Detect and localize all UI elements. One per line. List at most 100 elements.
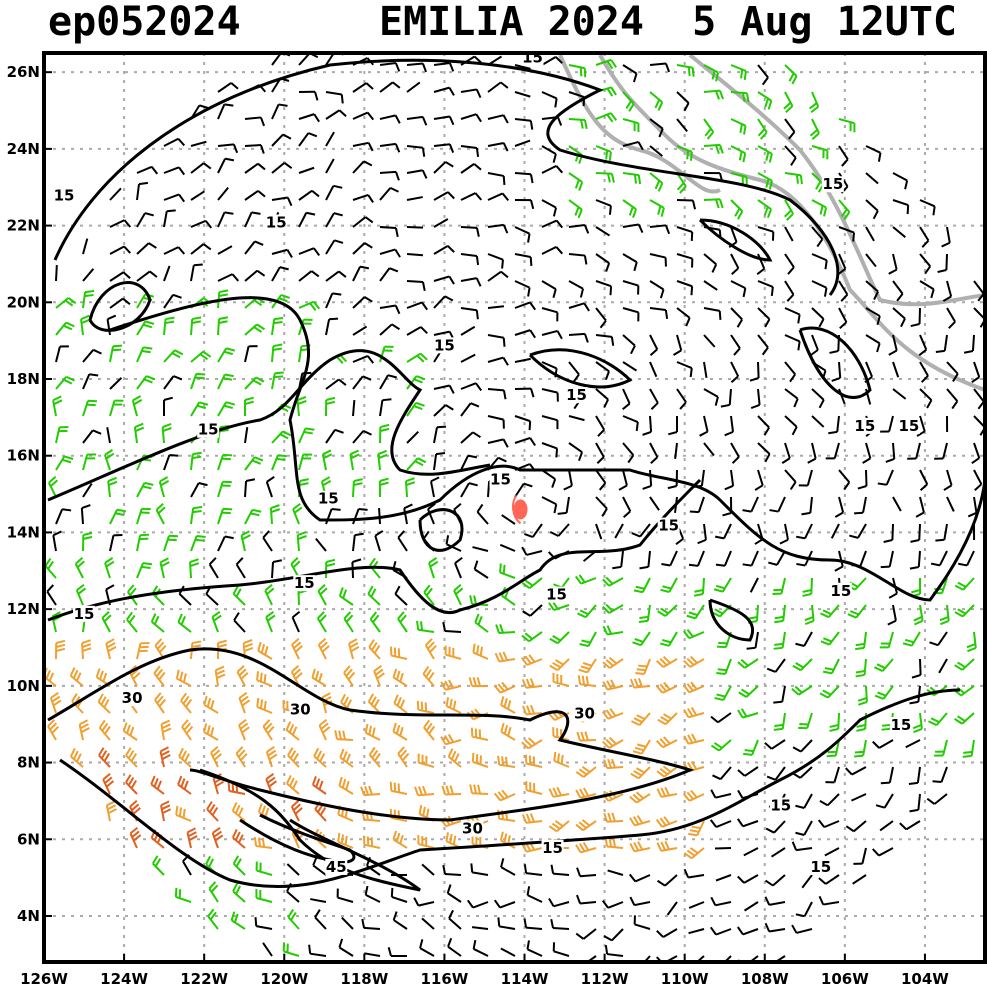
wind-barb [460, 307, 479, 320]
wind-barb [235, 746, 248, 768]
wind-barb [676, 91, 690, 112]
wind-barb [811, 280, 828, 297]
wind-barb [656, 786, 678, 798]
wind-barb [633, 577, 651, 594]
wind-barb [934, 739, 948, 757]
contour-label: 15 [657, 517, 680, 535]
wind-barb [390, 887, 408, 903]
wind-barb [715, 550, 732, 567]
wind-barb [828, 415, 840, 435]
wind-barb [69, 748, 84, 768]
wind-barb [208, 557, 219, 579]
longitude-tick-labels: 126W 124W 122W 120W 118W 116W 114W 112W 110W 108W… [20, 954, 949, 988]
wind-barb [136, 346, 153, 363]
wind-barb [845, 766, 867, 776]
wind-barb [568, 172, 584, 191]
wind-barb [838, 388, 846, 405]
wind-barb [136, 320, 155, 336]
wind-barb [737, 874, 759, 884]
contour-label: 15 [821, 175, 844, 193]
wind-barb [649, 496, 660, 511]
lon-tick-label: 110W [661, 970, 709, 988]
wind-barb [441, 785, 462, 796]
wind-barb [298, 453, 313, 471]
contour-label: 15 [317, 490, 340, 508]
wind-barb [682, 628, 705, 640]
contour-label: 15 [889, 716, 912, 734]
wind-barb [766, 658, 786, 673]
wind-barb [232, 585, 246, 606]
wind-barb [635, 658, 651, 675]
wind-barb [541, 469, 557, 488]
wind-barb [962, 739, 975, 758]
wind-barb [743, 901, 759, 912]
wind-barb [406, 352, 428, 363]
wind-barb [792, 739, 813, 753]
wind-barb [649, 442, 659, 465]
wind-barb [499, 563, 516, 579]
wind-barb [325, 396, 336, 417]
wind-barb [377, 449, 388, 471]
wind-barb [809, 118, 820, 141]
wind-barb [649, 91, 664, 111]
wind-barb [417, 753, 435, 768]
wind-barb [379, 267, 399, 282]
wind-barb [217, 82, 239, 93]
wind-barb [967, 496, 978, 518]
wind-barb [602, 679, 624, 691]
wind-barb [473, 560, 489, 579]
wind-barb [98, 747, 111, 768]
wind-barb [397, 530, 408, 552]
wind-barb [271, 317, 284, 336]
wind-barb [217, 535, 234, 552]
wind-barb [136, 533, 150, 552]
wind-barb [442, 621, 462, 633]
wind-barb [607, 869, 624, 876]
wind-barb [255, 861, 273, 876]
wind-barb [541, 145, 557, 163]
wind-barb [784, 145, 797, 166]
wind-barb [265, 610, 276, 633]
contour-15-upper [109, 296, 985, 602]
wind-barb [378, 477, 389, 498]
wind-barb [126, 611, 138, 633]
wind-barb [233, 612, 246, 633]
wind-barb [742, 496, 759, 513]
wind-barb [892, 199, 910, 215]
wind-barb [919, 253, 932, 275]
wind-barb [875, 793, 894, 809]
wind-barb [892, 172, 909, 190]
lat-tick-label: 26N [7, 63, 40, 81]
wind-barb [379, 248, 401, 258]
wind-barb [460, 431, 481, 444]
wind-barb [657, 712, 678, 726]
wind-barb [349, 449, 360, 471]
wind-barb [838, 118, 856, 133]
svg-text:15: 15 [490, 471, 511, 489]
wind-barb [389, 781, 408, 795]
wind-barb [416, 620, 435, 633]
lat-tick-label: 10N [7, 677, 40, 695]
wind-barb [460, 145, 480, 158]
wind-barb [55, 375, 75, 390]
wind-barb [595, 496, 608, 517]
wind-barb [622, 442, 635, 464]
wind-barb [460, 382, 483, 392]
wind-barb [487, 388, 507, 400]
wind-barb [82, 399, 98, 417]
wind-barb [314, 909, 327, 930]
wind-barb [368, 639, 381, 660]
wind-barb [397, 746, 410, 768]
wind-barb [109, 245, 131, 255]
wind-barb [334, 730, 354, 741]
wind-barb [80, 314, 91, 336]
wind-barb [784, 199, 794, 221]
plot-frame [42, 51, 987, 964]
wind-barb [703, 89, 724, 100]
wind-barb [453, 583, 464, 606]
wind-barb [325, 270, 347, 282]
wind-barb [771, 847, 786, 858]
wind-barb [575, 928, 597, 940]
wind-barb [865, 307, 881, 326]
wind-barb [433, 62, 455, 72]
